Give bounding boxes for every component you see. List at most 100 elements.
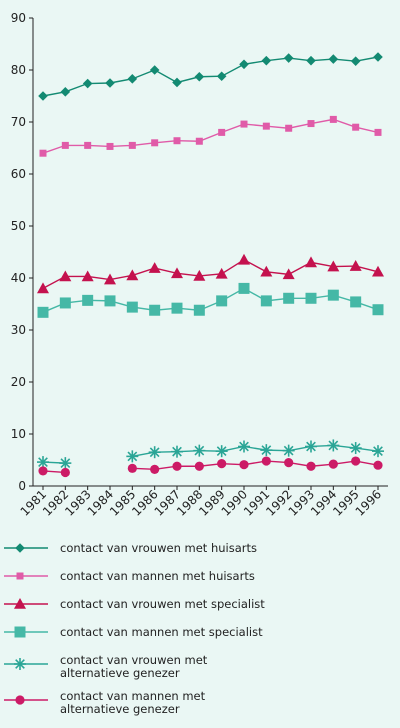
data-point [260, 444, 273, 457]
data-point [374, 128, 382, 136]
data-point [127, 463, 137, 473]
data-point [61, 141, 69, 149]
data-point [262, 122, 270, 130]
y-tick-label: 20 [11, 375, 26, 389]
data-point [217, 459, 227, 469]
data-point [171, 445, 183, 458]
data-point [171, 302, 183, 314]
data-point [38, 91, 48, 101]
data-point [327, 289, 339, 301]
series-5 [37, 439, 384, 470]
data-point [105, 78, 115, 88]
data-point [240, 120, 248, 128]
legend-swatch-marker [15, 543, 25, 553]
data-point [126, 269, 139, 281]
data-point [193, 304, 205, 316]
data-point [350, 296, 362, 308]
data-point [306, 55, 316, 66]
data-point [373, 460, 383, 470]
data-point [172, 461, 182, 471]
chart-series [37, 52, 384, 478]
legend-label: contact van vrouwen met alternatieve gene… [60, 654, 207, 680]
legend-label-line: contact van mannen met [60, 689, 206, 703]
data-point [261, 456, 271, 466]
data-point [238, 440, 250, 453]
y-tick-label: 70 [11, 115, 26, 129]
legend-swatch [4, 543, 48, 553]
legend-item: contact van mannen met alternatieve genez… [0, 690, 400, 720]
data-point [282, 444, 295, 457]
series-line [42, 287, 379, 313]
data-point [149, 65, 160, 75]
series-4 [37, 282, 384, 318]
data-point [350, 56, 361, 66]
data-point [59, 270, 72, 282]
legend-label-line: alternatieve genezer [60, 702, 180, 716]
legend-swatch [4, 598, 48, 609]
data-point [193, 269, 206, 281]
data-point [173, 137, 181, 145]
y-tick-label: 10 [11, 427, 26, 441]
data-point [172, 77, 182, 88]
legend-label: contact van mannen met huisarts [60, 570, 255, 583]
data-point [284, 458, 294, 468]
data-point [82, 78, 93, 89]
data-point [106, 142, 114, 150]
data-point [372, 265, 384, 277]
legend-item: contact van vrouwen met specialist [0, 594, 400, 624]
data-point [126, 450, 139, 463]
data-point [327, 260, 340, 272]
legend-swatch-marker [15, 695, 25, 705]
data-point [283, 53, 294, 63]
series-3 [37, 253, 384, 294]
data-point [37, 282, 49, 294]
y-tick-label: 50 [11, 219, 26, 233]
legend-label: contact van mannen met specialist [60, 626, 263, 639]
data-point [238, 282, 250, 294]
data-point [82, 294, 94, 306]
data-point [38, 466, 48, 476]
data-point [351, 456, 361, 466]
data-point [349, 442, 362, 455]
legend-swatch-marker [14, 658, 26, 670]
legend-label: contact van mannen met alternatieve genez… [60, 690, 205, 716]
data-point [81, 270, 94, 282]
legend-label-line: alternatieve genezer [60, 666, 180, 680]
data-point [37, 306, 49, 318]
data-point [216, 71, 227, 82]
data-point [148, 262, 161, 273]
data-point [149, 304, 161, 316]
data-point [307, 120, 315, 128]
data-point [239, 460, 249, 470]
data-point [216, 295, 228, 307]
legend-swatch-marker [14, 626, 26, 638]
data-point [372, 445, 384, 458]
legend-label: contact van vrouwen met specialist [60, 598, 265, 611]
data-point [260, 295, 272, 307]
x-tick-label: 1996 [353, 487, 384, 518]
data-point [194, 461, 204, 471]
data-point [60, 87, 71, 97]
data-point [285, 124, 293, 132]
legend-label-line: contact van vrouwen met specialist [60, 597, 265, 611]
data-point [283, 292, 295, 304]
data-point [352, 123, 360, 131]
data-point [84, 141, 92, 149]
data-point [305, 256, 317, 268]
series-6 [38, 456, 383, 478]
data-point [305, 440, 317, 453]
y-tick-label: 90 [11, 11, 26, 25]
y-tick-label: 80 [11, 63, 26, 77]
data-point [328, 54, 339, 64]
data-point [59, 457, 72, 470]
data-point [282, 268, 295, 280]
legend-label-line: contact van vrouwen met [60, 653, 208, 667]
data-point [328, 459, 338, 469]
data-point [104, 273, 116, 285]
series-2 [39, 115, 382, 157]
series-line [42, 118, 379, 154]
data-point [239, 59, 249, 70]
legend-item: contact van vrouwen met huisarts [0, 538, 400, 568]
legend-item: contact van vrouwen met alternatieve gene… [0, 654, 400, 684]
